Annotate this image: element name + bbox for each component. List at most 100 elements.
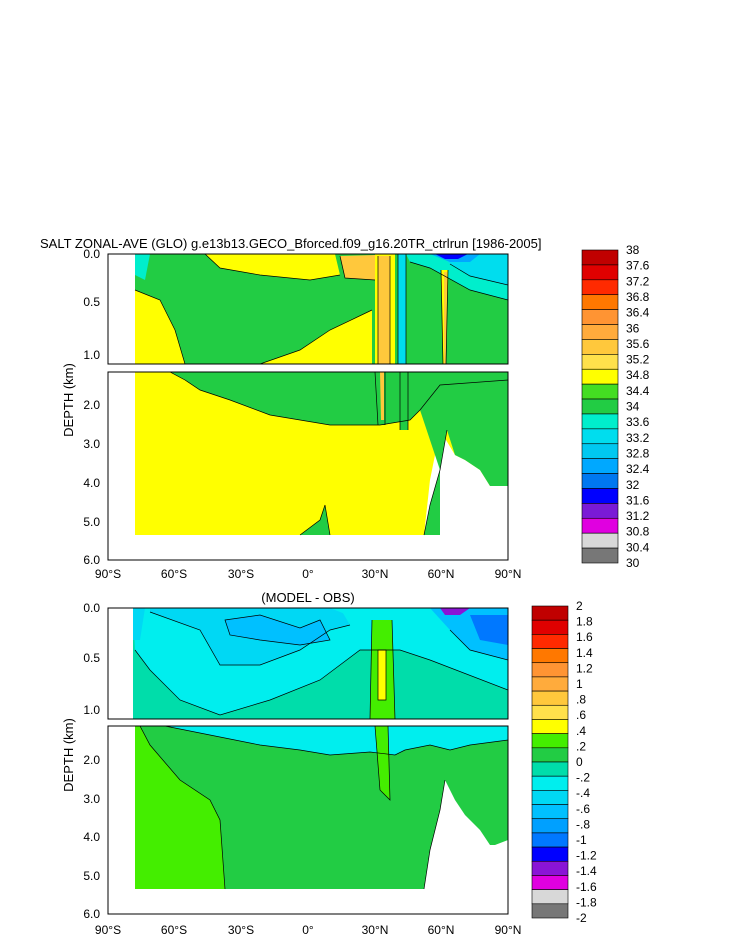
field-region: [470, 615, 508, 645]
x-tick-label: 30°N: [362, 923, 389, 937]
chart-2-x-ticks: 90°S 60°S 30°S 0° 30°N 60°N 90°N: [95, 923, 521, 937]
field-region: [165, 726, 508, 755]
chart-1-lower-field: [108, 372, 508, 560]
colorbar-swatch: [531, 832, 569, 848]
colorbar-swatch: [581, 309, 619, 325]
field-region: [375, 726, 390, 800]
colorbar-label: 38: [626, 243, 640, 257]
y-tick-label: 0.0: [83, 601, 100, 615]
colorbar-label: 36: [626, 321, 640, 335]
x-tick-label: 30°S: [228, 923, 254, 937]
colorbar-label: -1.2: [576, 849, 597, 863]
colorbar-label: 31.6: [626, 493, 650, 507]
colorbar-label: -1.6: [576, 880, 597, 894]
field-region: [424, 470, 440, 535]
field-region: [378, 256, 390, 364]
chart-2-upper-frame: [107, 607, 509, 720]
colorbar-label: -.2: [576, 771, 590, 785]
colorbar-label: 31.2: [626, 509, 650, 523]
colorbar-label: 35.6: [626, 337, 650, 351]
y-tick-label: 6.0: [83, 553, 100, 567]
field-region: [440, 608, 470, 615]
colorbar-label: 1.8: [576, 615, 593, 629]
colorbar-swatch: [531, 860, 569, 876]
colorbar-swatch: [581, 294, 619, 310]
colorbar-label: -.6: [576, 802, 590, 816]
colorbar-label: -1: [576, 833, 587, 847]
colorbar-label: 33.2: [626, 431, 650, 445]
field-region: [135, 726, 508, 889]
x-tick-label: 90°S: [95, 567, 121, 581]
field-region: [135, 290, 185, 364]
colorbar-swatch: [581, 473, 619, 489]
colorbar-label: 35.2: [626, 353, 650, 367]
colorbar-label: 34.8: [626, 368, 650, 382]
chart-2-title: (MODEL - OBS): [261, 590, 354, 605]
chart-1-x-ticks: 90°S 60°S 30°S 0° 30°N 60°N 90°N: [95, 567, 521, 581]
colorbar-swatch: [531, 662, 569, 678]
chart-1-lower-contours: [169, 372, 508, 536]
colorbar-swatch: [531, 875, 569, 890]
colorbar-swatch: [581, 532, 619, 549]
x-tick-label: 60°S: [161, 923, 187, 937]
y-tick-label: 2.0: [83, 398, 100, 412]
colorbar-label: -1.8: [576, 895, 597, 909]
colorbar-swatch: [531, 846, 569, 862]
colorbar-swatch: [581, 279, 619, 296]
y-tick-label: 1.0: [83, 348, 100, 362]
colorbar-label: 37.2: [626, 274, 650, 288]
chart-2-lower-field: [108, 726, 508, 914]
y-tick-label: 0.0: [83, 247, 100, 261]
colorbar-swatch: [531, 889, 569, 905]
colorbar-label: -1.4: [576, 864, 597, 878]
chart-1-lower-frame: [107, 371, 509, 561]
colorbar-swatch: [531, 903, 569, 919]
y-tick-label: 1.0: [83, 703, 100, 717]
colorbar-swatch: [581, 368, 619, 385]
colorbar-swatch: [581, 383, 619, 400]
y-tick-label: 3.0: [83, 792, 100, 806]
y-tick-label: 5.0: [83, 515, 100, 529]
colorbar-label: -.8: [576, 817, 590, 831]
field-region: [378, 650, 386, 700]
colorbar-label: 32: [626, 478, 640, 492]
colorbar-swatch: [581, 458, 619, 474]
chart-2-upper-contours: [134, 611, 508, 719]
colorbar-label: 34.4: [626, 384, 650, 398]
colorbar-swatch: [531, 690, 569, 706]
colorbar-swatch: [581, 413, 619, 430]
colorbar-swatch: [531, 818, 569, 834]
colorbar-label: -.4: [576, 786, 590, 800]
colorbar-swatch: [531, 704, 569, 720]
colorbar-swatch: [581, 547, 619, 564]
x-tick-label: 30°N: [362, 567, 389, 581]
colorbar-label: .2: [576, 739, 586, 753]
colorbar-label: 0: [576, 755, 583, 769]
colorbar-label: -2: [576, 911, 587, 925]
colorbar-swatch: [531, 790, 569, 805]
field-region: [205, 254, 340, 280]
colorbar-label: 36.8: [626, 290, 650, 304]
colorbar-swatch: [581, 339, 619, 355]
colorbar-swatch: [531, 619, 569, 635]
colorbar-label: 37.6: [626, 259, 650, 273]
field-region: [133, 608, 145, 640]
x-tick-label: 60°S: [161, 567, 187, 581]
chart-1-y-ticks: 0.0 0.5 1.0 2.0 3.0 4.0 5.0 6.0: [83, 247, 100, 567]
chart-1-ylabel: DEPTH (km): [61, 363, 76, 437]
colorbar-label: 1.2: [576, 661, 593, 675]
colorbar-label: 1.6: [576, 630, 593, 644]
colorbar-swatch: [531, 733, 569, 749]
field-region: [410, 372, 508, 486]
colorbar-label: .6: [576, 708, 586, 722]
colorbar-label: 36.4: [626, 306, 650, 320]
y-tick-label: 4.0: [83, 476, 100, 490]
y-tick-label: 2.0: [83, 753, 100, 767]
chart-2-ylabel: DEPTH (km): [61, 718, 76, 792]
y-tick-label: 0.5: [83, 651, 100, 665]
chart-1: SALT ZONAL-AVE (GLO) g.e13b13.GECO_Bforc…: [40, 236, 650, 581]
colorbar-label: 2: [576, 599, 583, 613]
colorbar-label: 32.8: [626, 446, 650, 460]
colorbar-label: 30: [626, 556, 640, 570]
colorbar-swatch: [531, 804, 569, 820]
